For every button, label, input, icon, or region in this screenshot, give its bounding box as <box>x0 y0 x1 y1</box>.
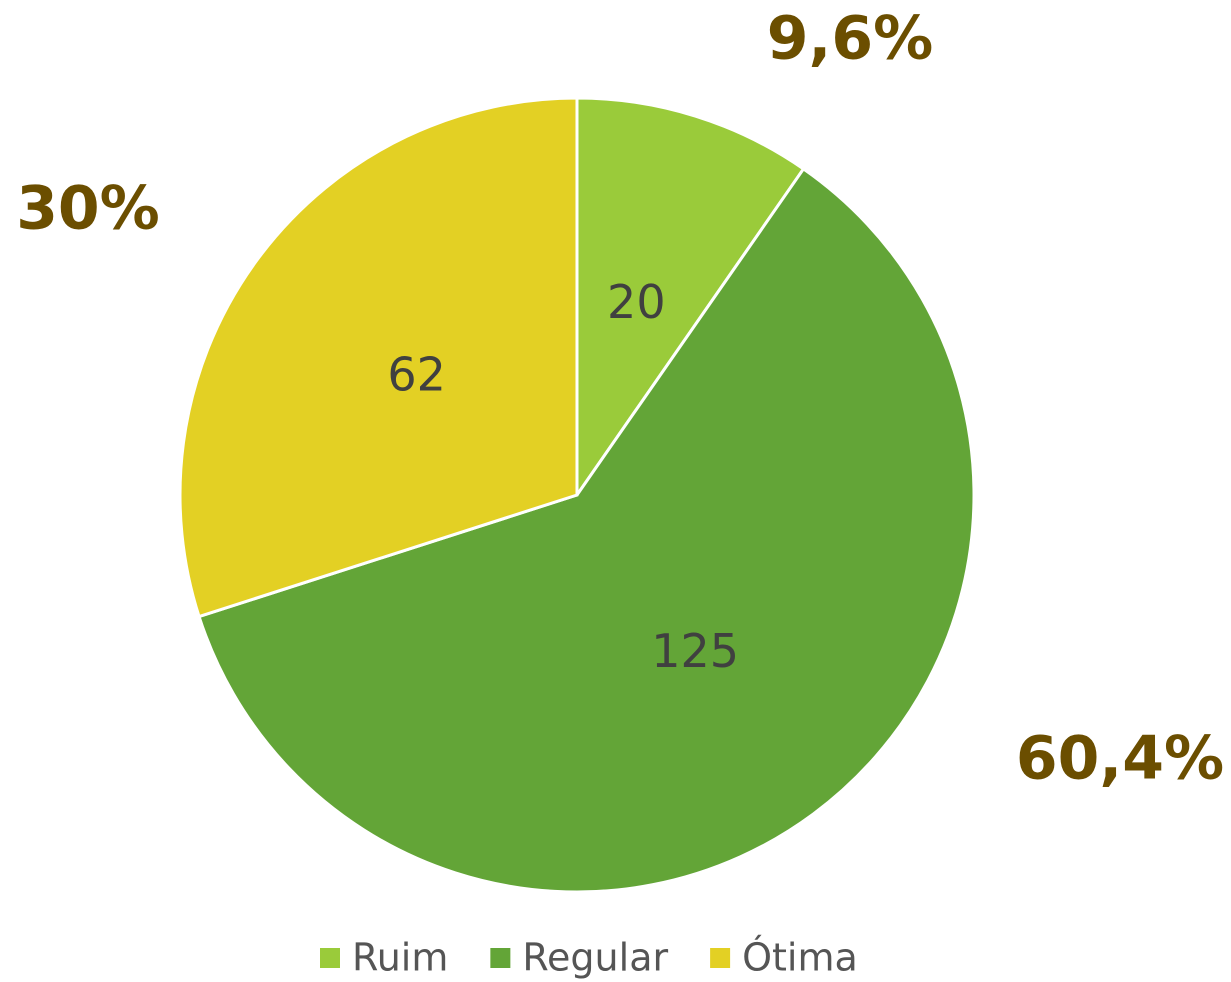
pie-slice <box>178 96 579 619</box>
slice-value-label: 62 <box>387 348 446 402</box>
pie-slice <box>575 96 806 500</box>
pie-slice <box>197 166 976 894</box>
legend-swatch <box>710 948 731 968</box>
legend-swatch <box>320 948 340 968</box>
legend-label: Ruim <box>352 936 448 980</box>
slice-value-label: 20 <box>607 275 666 329</box>
percent-annotation: 60,4% <box>1016 724 1224 794</box>
percent-annotation: 30% <box>16 174 160 244</box>
legend-label: Ótima <box>742 936 858 980</box>
legend-swatch <box>490 948 511 968</box>
legend-label: Regular <box>522 936 668 980</box>
percent-annotation: 9,6% <box>767 4 933 74</box>
slice-value-label: 125 <box>651 624 739 678</box>
